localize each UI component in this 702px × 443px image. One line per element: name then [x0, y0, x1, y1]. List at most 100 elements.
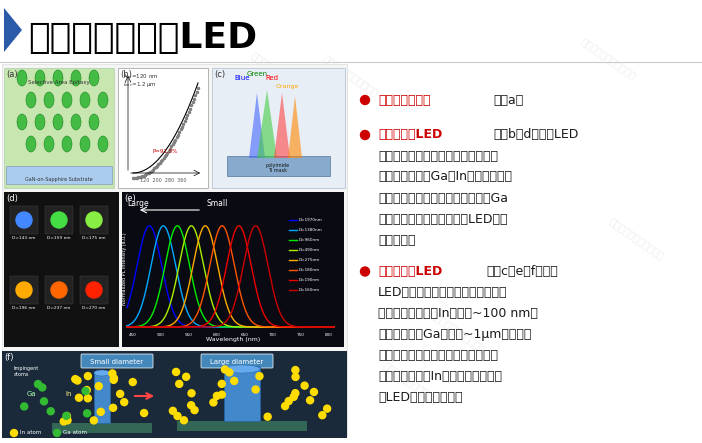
Text: D=190nm: D=190nm — [299, 278, 320, 282]
Circle shape — [86, 212, 102, 228]
Circle shape — [361, 267, 369, 276]
Circle shape — [109, 370, 116, 377]
Text: 间距较小）：由于相邻纳米线的阴影: 间距较小）：由于相邻纳米线的阴影 — [378, 149, 498, 163]
Circle shape — [76, 394, 82, 401]
Text: 不得转载，仅供内部使用: 不得转载，仅供内部使用 — [249, 51, 308, 96]
Bar — [212, 68, 345, 188]
Circle shape — [231, 377, 238, 385]
Circle shape — [252, 386, 259, 393]
FancyBboxPatch shape — [81, 354, 153, 368]
Text: 550: 550 — [185, 333, 192, 337]
Circle shape — [324, 405, 331, 412]
Text: 120  200  280  360: 120 200 280 360 — [140, 178, 186, 183]
Circle shape — [191, 407, 198, 414]
Circle shape — [307, 397, 314, 404]
Text: 不得转载，仅供内部使用: 不得转载，仅供内部使用 — [182, 202, 240, 248]
Ellipse shape — [80, 92, 90, 108]
Text: 600: 600 — [213, 333, 220, 337]
Text: (c): (c) — [214, 70, 225, 79]
Polygon shape — [4, 8, 22, 52]
Circle shape — [169, 408, 176, 414]
Bar — [4, 192, 119, 347]
Text: Small diameter: Small diameter — [91, 359, 144, 365]
Text: Ga: Ga — [27, 391, 37, 397]
Circle shape — [64, 417, 71, 424]
Bar — [122, 192, 344, 347]
Circle shape — [110, 377, 117, 383]
Circle shape — [47, 408, 54, 415]
Circle shape — [11, 430, 18, 436]
Circle shape — [292, 390, 299, 396]
Circle shape — [84, 373, 91, 380]
Text: D=175 nm: D=175 nm — [82, 236, 106, 240]
Text: 不得转载，仅供内部使用: 不得转载，仅供内部使用 — [67, 300, 125, 346]
Bar — [6, 166, 112, 184]
Text: 的扩散长度比Ga原子（~1μm）的扩散: 的扩散长度比Ga原子（~1μm）的扩散 — [378, 328, 531, 341]
Text: （图c，e，f，纳米: （图c，e，f，纳米 — [486, 265, 558, 278]
Circle shape — [63, 412, 69, 420]
Circle shape — [84, 410, 91, 417]
Text: D=1970nm: D=1970nm — [299, 218, 323, 222]
Text: 组装纳米线LED: 组装纳米线LED — [378, 128, 442, 141]
Text: (e): (e) — [124, 194, 135, 203]
Circle shape — [180, 417, 187, 424]
Circle shape — [20, 403, 27, 410]
Text: (d): (d) — [6, 194, 18, 203]
Ellipse shape — [98, 136, 108, 152]
Circle shape — [53, 430, 60, 436]
Ellipse shape — [17, 70, 27, 86]
Bar — [80, 206, 108, 234]
Text: 独立纳米线LED: 独立纳米线LED — [378, 265, 442, 278]
Polygon shape — [257, 90, 277, 158]
Circle shape — [74, 377, 81, 384]
Ellipse shape — [94, 370, 110, 376]
Bar — [52, 423, 152, 433]
Ellipse shape — [71, 114, 81, 130]
Text: In: In — [65, 391, 72, 397]
Circle shape — [290, 393, 297, 400]
Text: Normalized PL Intensity (a.u.): Normalized PL Intensity (a.u.) — [123, 233, 128, 305]
Circle shape — [188, 390, 195, 397]
Bar — [227, 156, 330, 176]
Text: Green: Green — [246, 71, 267, 77]
Ellipse shape — [26, 136, 36, 152]
Text: 800: 800 — [324, 333, 332, 337]
Text: 不得转载，仅供内部使用: 不得转载，仅供内部使用 — [149, 186, 207, 231]
Ellipse shape — [35, 70, 45, 86]
Text: 不得转载，仅供内部使用: 不得转载，仅供内部使用 — [322, 53, 380, 98]
Text: Large diameter: Large diameter — [211, 359, 264, 365]
Text: 下，由于热脱附，In原子（~100 nm）: 下，由于热脱附，In原子（~100 nm） — [378, 307, 538, 320]
Bar — [118, 68, 208, 188]
Text: （图b，d，纳米LED: （图b，d，纳米LED — [493, 128, 578, 141]
Text: D=490nm: D=490nm — [299, 248, 320, 252]
Text: Wavelength (nm): Wavelength (nm) — [206, 337, 260, 342]
Circle shape — [292, 366, 299, 373]
Text: Selective Area Epitaxy: Selective Area Epitaxy — [28, 80, 90, 85]
Text: $l_{exc}$=1.2 μm: $l_{exc}$=1.2 μm — [123, 80, 157, 89]
Ellipse shape — [89, 70, 99, 86]
Circle shape — [173, 369, 180, 375]
Bar — [80, 276, 108, 304]
Circle shape — [285, 397, 292, 404]
Text: D=159 nm: D=159 nm — [47, 236, 71, 240]
Polygon shape — [288, 96, 302, 158]
Bar — [10, 276, 38, 304]
Text: （图a）: （图a） — [493, 93, 523, 106]
Ellipse shape — [53, 114, 63, 130]
Circle shape — [51, 212, 67, 228]
Text: Orange: Orange — [275, 84, 298, 89]
Text: 原子的吸收率降低，纳米线LED发射: 原子的吸收率降低，纳米线LED发射 — [378, 213, 508, 225]
Bar — [2, 64, 347, 436]
Bar — [94, 371, 110, 423]
Circle shape — [292, 373, 299, 381]
Text: 不得转载，仅供内部使用: 不得转载，仅供内部使用 — [579, 36, 638, 82]
Text: (b): (b) — [120, 70, 132, 79]
Text: D=143 nm: D=143 nm — [13, 236, 36, 240]
Bar — [177, 421, 307, 431]
Circle shape — [60, 418, 67, 425]
Ellipse shape — [224, 365, 260, 373]
Circle shape — [226, 369, 233, 376]
Text: In atom: In atom — [20, 431, 41, 435]
Ellipse shape — [17, 114, 27, 130]
Text: 不得转载，仅供内部使用: 不得转载，仅供内部使用 — [428, 309, 487, 354]
